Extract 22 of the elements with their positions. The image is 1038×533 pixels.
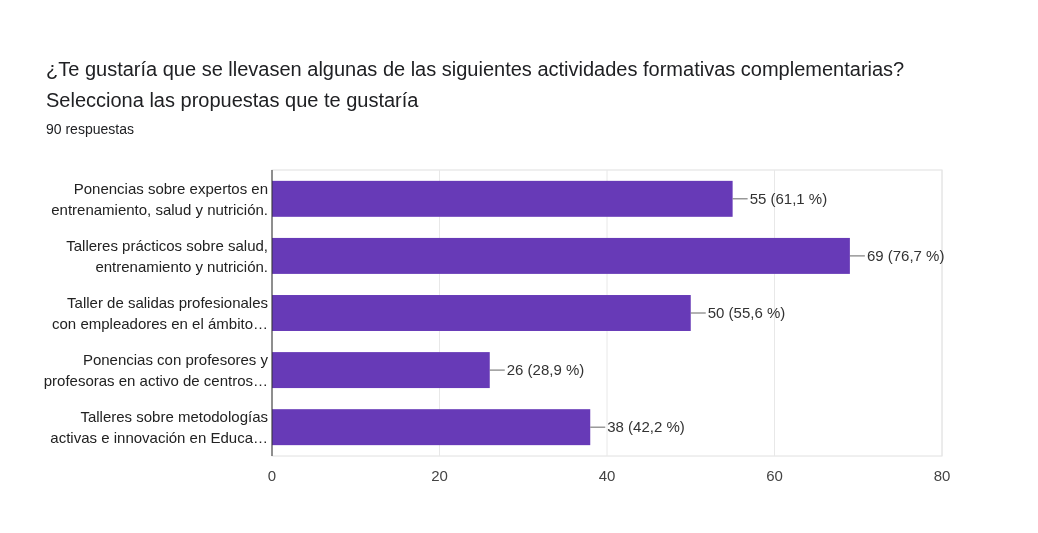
- y-tick-label: Talleres sobre metodologías activas e innovación en Educa…: [50, 407, 268, 446]
- x-tick-label: 60: [766, 467, 783, 484]
- x-tick-label: 20: [431, 467, 448, 484]
- y-tick-label: Taller de salidas profesionales con empleadores en el ámbito…: [52, 293, 268, 332]
- x-tick-label: 40: [598, 467, 616, 484]
- bar: [272, 180, 733, 217]
- bar: [272, 295, 691, 331]
- text: 90 respuestas: [46, 121, 134, 137]
- y-tick-label: Ponencias sobre expertos en entrenamiento, salud y nutrición.: [51, 179, 268, 218]
- x-tick-label: 80: [933, 467, 951, 484]
- y-tick-label: Ponencias con profesores y profesoras en activo de centros…: [43, 350, 269, 389]
- bar: [272, 409, 591, 446]
- data-label: 50 (55,6 %): [707, 304, 786, 322]
- bar: [272, 237, 850, 274]
- x-tick-label: 0: [267, 467, 277, 484]
- data-label: 55 (61,1 %): [749, 190, 828, 208]
- data-label: 38 (42,2 %): [607, 418, 685, 436]
- chart-title: ¿Te gustaría que se llevasen algunas de las siguientes actividades formativas complementarias? Selecciona las propuestas que te gustaría: [46, 58, 905, 111]
- bar: [272, 352, 490, 389]
- y-tick-label: Talleres prácticos sobre salud, entrenamiento y nutrición.: [66, 236, 268, 275]
- data-label: 69 (76,7 %): [866, 247, 945, 265]
- data-label: 26 (28,9 %): [506, 361, 585, 379]
